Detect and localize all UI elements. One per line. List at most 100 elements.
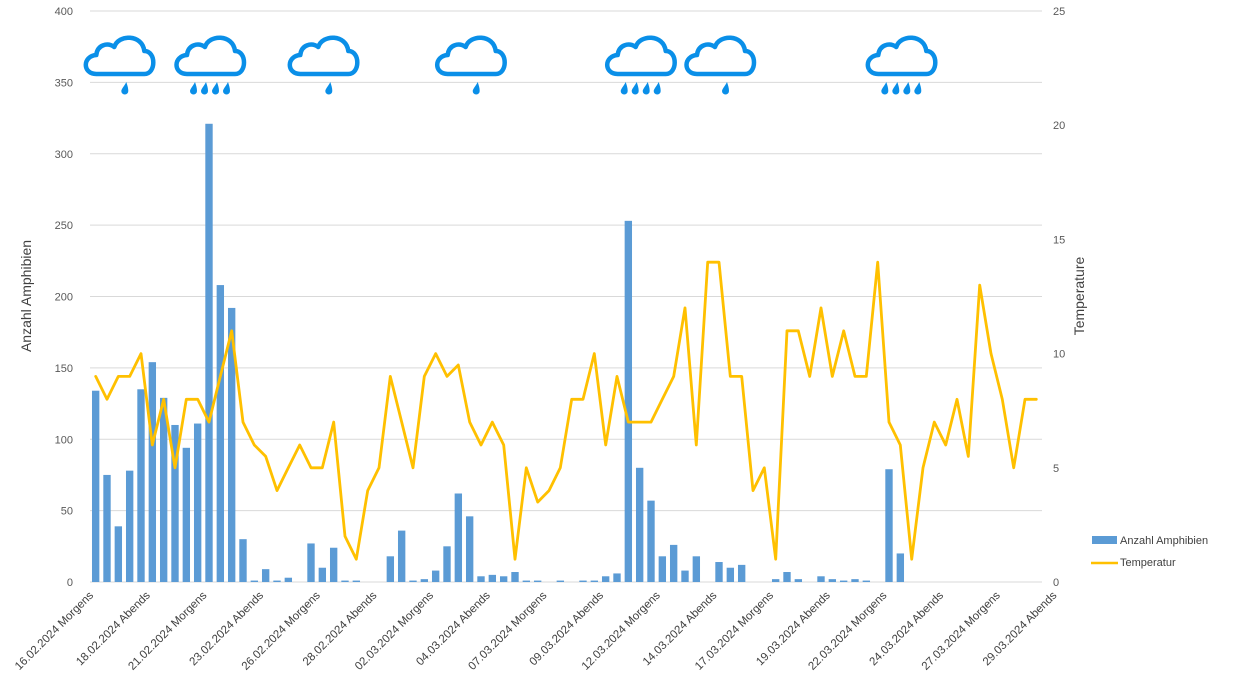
bar xyxy=(601,576,610,582)
rain-cloud-heavy-icon xyxy=(174,35,247,95)
y-tick-label-left: 50 xyxy=(61,506,73,518)
y-tick-label-left: 200 xyxy=(55,292,73,304)
raindrop xyxy=(892,82,900,95)
line-series-temperature xyxy=(94,260,1038,561)
y-tick-label-right: 5 xyxy=(1053,463,1059,475)
bar xyxy=(692,556,701,582)
temperature-line xyxy=(94,260,1038,561)
cloud-shape xyxy=(604,35,677,77)
legend-swatch-amphibians xyxy=(1092,536,1117,544)
bar xyxy=(624,220,633,582)
bar xyxy=(839,580,848,582)
bar xyxy=(511,572,519,582)
bar xyxy=(352,580,361,582)
rain-cloud-light-icon xyxy=(434,35,507,95)
raindrop xyxy=(190,82,197,95)
legend-label-amphibians: Anzahl Amphibien xyxy=(1120,535,1208,547)
bar xyxy=(715,562,723,582)
raindrop xyxy=(903,82,911,95)
bar xyxy=(443,546,451,582)
bar xyxy=(239,539,247,582)
bar xyxy=(125,470,134,582)
left-axis-ticks: 0 50 100 150 200 250 300 350 400 xyxy=(55,6,73,589)
rain-cloud-light-icon xyxy=(287,35,360,95)
bar xyxy=(488,574,497,582)
bar xyxy=(794,579,803,582)
rain-cloud-heavy-icon xyxy=(604,35,677,95)
raindrop xyxy=(881,82,889,95)
y-tick-label-right: 20 xyxy=(1053,120,1065,132)
bar xyxy=(329,547,338,582)
y-tick-label-left: 100 xyxy=(55,434,73,446)
bar xyxy=(137,389,145,582)
y-tick-label-left: 0 xyxy=(67,577,73,589)
bar xyxy=(159,397,168,582)
bar xyxy=(783,572,791,582)
bar xyxy=(193,423,202,582)
raindrop xyxy=(631,82,639,95)
y-axis-title-left: Anzahl Amphibien xyxy=(18,240,34,352)
bar xyxy=(386,556,395,582)
bar-series-amphibians xyxy=(91,123,905,583)
bar xyxy=(828,579,837,582)
y-tick-label-left: 300 xyxy=(55,149,73,161)
bar xyxy=(726,567,735,582)
bar xyxy=(318,567,327,582)
cloud-shape xyxy=(434,35,507,77)
bar xyxy=(896,553,905,582)
y-axis-title-right: Temperature xyxy=(1071,256,1087,335)
y-tick-label-right: 0 xyxy=(1053,577,1059,589)
legend-label-temperature: Temperatur xyxy=(1120,557,1176,569)
bar xyxy=(737,564,746,582)
right-axis-ticks: 0 5 10 15 20 25 xyxy=(1053,6,1065,589)
y-tick-label-left: 350 xyxy=(55,77,73,89)
bar xyxy=(284,577,293,582)
bar xyxy=(862,580,871,582)
bar xyxy=(590,580,599,582)
bar xyxy=(477,576,485,582)
bar xyxy=(533,580,542,582)
raindrop xyxy=(201,82,208,95)
bar xyxy=(556,580,565,582)
y-tick-label-right: 10 xyxy=(1053,349,1065,361)
raindrop xyxy=(223,82,230,95)
bar xyxy=(635,467,644,582)
cloud-shape xyxy=(287,35,360,77)
rain-cloud-light-icon xyxy=(684,35,757,95)
bar xyxy=(91,390,100,582)
bar xyxy=(409,580,417,582)
bar xyxy=(103,474,111,582)
bar xyxy=(341,580,349,582)
bar xyxy=(250,580,259,582)
bar xyxy=(817,576,825,582)
bar xyxy=(273,580,281,582)
legend: Anzahl Amphibien Temperatur xyxy=(1091,535,1208,569)
y-tick-label-left: 250 xyxy=(55,220,73,232)
y-tick-label-right: 25 xyxy=(1053,6,1065,18)
bar xyxy=(851,579,859,582)
bar xyxy=(431,570,440,582)
bar xyxy=(227,307,236,582)
raindrop xyxy=(472,82,480,95)
bar xyxy=(647,500,655,582)
bar xyxy=(261,569,270,582)
bar xyxy=(216,285,225,582)
cloud-shape xyxy=(83,35,156,77)
raindrop xyxy=(325,82,333,95)
bar xyxy=(205,123,213,583)
cloud-shape xyxy=(174,35,247,77)
raindrop xyxy=(653,82,661,95)
rain-cloud-heavy-icon xyxy=(865,35,938,95)
bar xyxy=(114,526,123,582)
cloud-shape xyxy=(865,35,938,77)
gridlines xyxy=(90,10,1042,583)
raindrop xyxy=(121,82,129,95)
bar xyxy=(658,556,667,582)
bar xyxy=(499,576,508,582)
raindrop xyxy=(642,82,650,95)
bar xyxy=(885,469,893,582)
raindrop xyxy=(620,82,628,95)
raindrop xyxy=(212,82,219,95)
